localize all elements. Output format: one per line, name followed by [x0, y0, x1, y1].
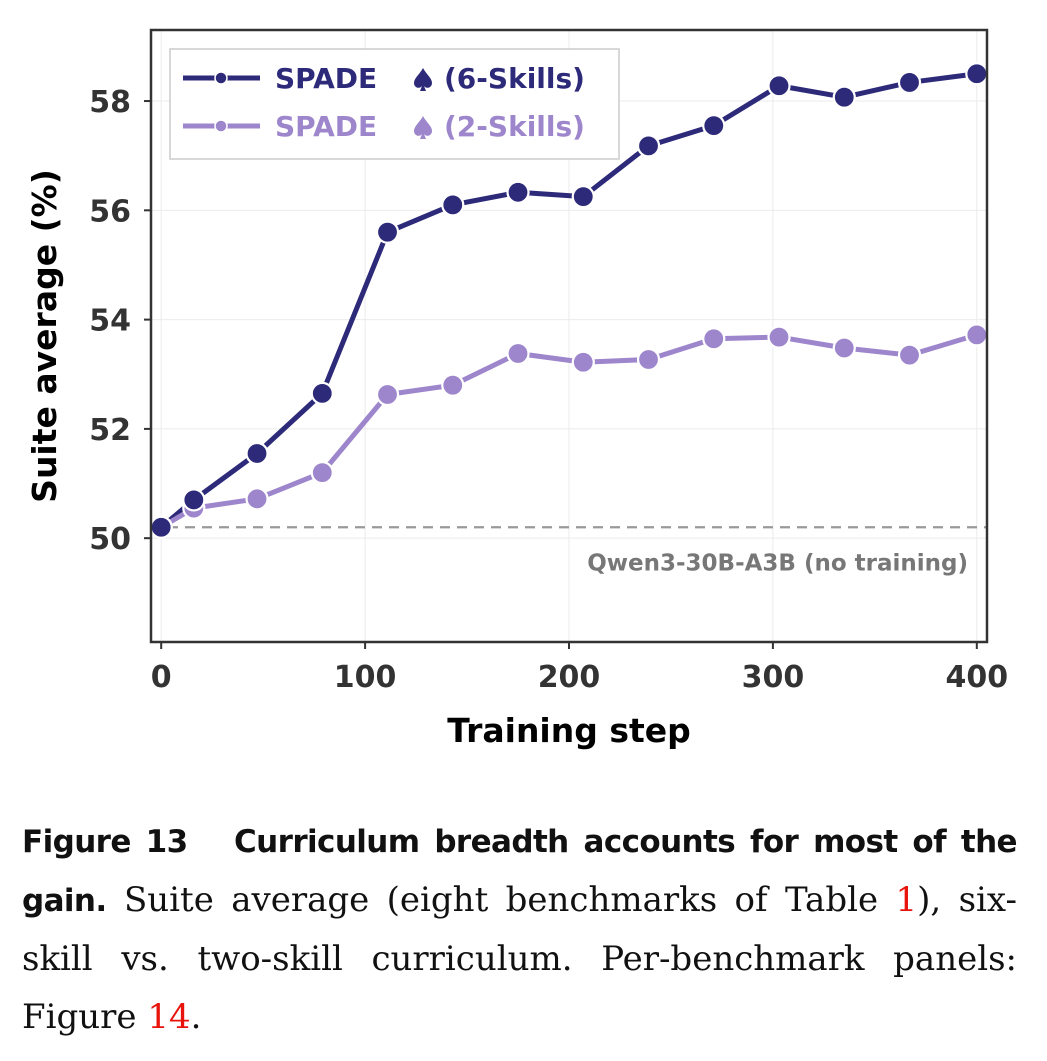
data-point-two-skill: [897, 343, 922, 367]
y-tick-label: 50: [89, 522, 131, 557]
caption-figure-label: Figure 13: [22, 824, 188, 860]
y-tick-label: 56: [89, 194, 131, 229]
data-point-six-skill: [441, 193, 465, 217]
data-point-six-skill: [182, 488, 206, 512]
caption-title: Curriculum breadth accounts for most of …: [22, 824, 1018, 919]
caption-text: Suite average (eight benchmarks of Table: [106, 880, 896, 920]
x-tick-label: 300: [742, 660, 805, 695]
data-point-six-skill: [149, 515, 173, 539]
data-point-two-skill: [375, 382, 400, 407]
data-point-six-skill: [767, 74, 791, 98]
x-axis-title: Training step: [447, 711, 691, 750]
data-point-six-skill: [832, 85, 856, 109]
data-point-six-skill: [702, 114, 726, 138]
data-point-two-skill: [702, 327, 726, 351]
data-point-six-skill: [571, 185, 595, 209]
x-tick-label: 0: [151, 660, 172, 695]
data-point-six-skill: [506, 180, 530, 204]
y-tick-label: 54: [89, 304, 131, 339]
series-group: [149, 62, 989, 539]
data-point-six-skill: [965, 62, 989, 86]
data-point-two-skill: [636, 347, 661, 372]
y-axis-title: Suite average (%): [25, 169, 64, 503]
chart-figure: 0 100 200 300 400 50 52 54 56 58 Training step Su…: [25, 28, 1008, 750]
data-point-two-skill: [571, 350, 595, 374]
table-reference-link[interactable]: 1: [895, 880, 918, 920]
x-tick-label: 100: [334, 660, 397, 695]
data-point-six-skill: [310, 381, 334, 405]
x-tick-label: 200: [538, 660, 601, 695]
figure-reference-link[interactable]: 14: [147, 997, 191, 1037]
line-chart: 0 100 200 300 400 50 52 54 56 58 Training step Su…: [25, 28, 1008, 750]
spade-icon: [414, 68, 432, 91]
data-point-six-skill: [636, 134, 661, 158]
legend-marker-two-skill: [214, 119, 228, 133]
caption-text-middle: ), six-skill vs. two-skill curriculum. P…: [22, 880, 1017, 1037]
legend-label-two-skill: SPADE: [275, 110, 377, 143]
data-point-two-skill: [832, 336, 856, 360]
legend: SPADE (6-Skills) SPADE (2-Skills): [169, 48, 620, 160]
y-tick-label: 52: [89, 413, 131, 448]
legend-box: [169, 48, 620, 160]
caption-text-end: .: [190, 997, 202, 1037]
reference-line-label: Qwen3-30B-A3B (no training): [587, 550, 968, 576]
data-point-two-skill: [245, 487, 269, 511]
data-point-six-skill: [245, 441, 269, 466]
spade-icon: [414, 116, 432, 139]
data-point-two-skill: [506, 341, 530, 366]
legend-label-six-skill: SPADE: [275, 62, 377, 95]
figure-caption: Figure 13 Curriculum breadth accounts fo…: [22, 812, 1018, 1046]
legend-suffix-six-skill: (6-Skills): [444, 62, 585, 95]
data-point-six-skill: [897, 70, 922, 95]
y-tick-label: 58: [89, 85, 131, 120]
ticks: 0 100 200 300 400 50 52 54 56 58: [89, 85, 1008, 695]
data-point-two-skill: [767, 325, 791, 349]
legend-suffix-two-skill: (2-Skills): [444, 110, 585, 143]
x-tick-label: 400: [945, 660, 1008, 695]
legend-marker-six-skill: [214, 71, 228, 85]
data-point-two-skill: [965, 323, 989, 347]
data-point-six-skill: [375, 220, 400, 244]
data-point-two-skill: [310, 461, 334, 485]
data-point-two-skill: [441, 373, 465, 397]
